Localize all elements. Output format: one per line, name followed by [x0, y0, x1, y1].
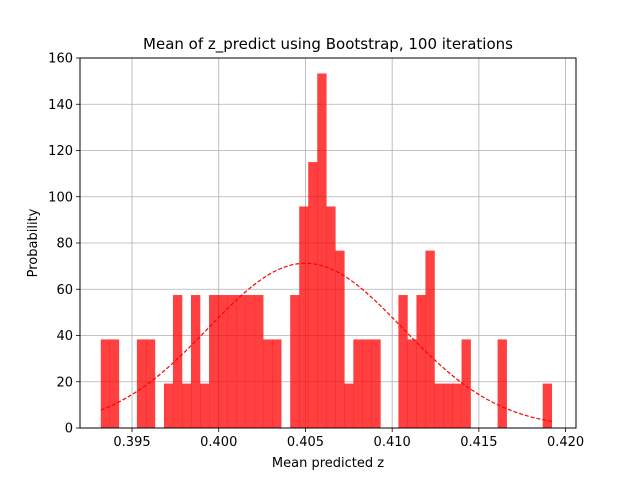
histogram-bar [109, 339, 120, 428]
y-axis-ticks: 0 20 40 60 80 100 120 140 160 [48, 52, 80, 437]
histogram-bar [209, 295, 219, 428]
histogram-bar [434, 383, 444, 428]
histogram-bar [163, 383, 174, 428]
x-axis-ticks: 0.395 0.400 0.405 0.410 0.415 0.420 [113, 428, 584, 450]
y-axis-title: Probability [26, 208, 41, 277]
histogram-bar [254, 295, 264, 428]
y-tick-label: 60 [56, 283, 73, 298]
histogram-bar [461, 339, 471, 428]
y-tick-label: 140 [48, 98, 73, 113]
histogram-bar [371, 339, 381, 428]
x-axis-title: Mean predicted z [272, 456, 384, 471]
histogram-bar [145, 339, 156, 428]
y-tick-label: 160 [48, 52, 73, 67]
histogram-bar [326, 206, 336, 428]
histogram-bar [172, 295, 183, 428]
x-tick-label: 0.420 [547, 435, 584, 450]
histogram-bar [398, 295, 408, 428]
y-tick-label: 40 [56, 329, 73, 344]
histogram-bar [344, 383, 354, 428]
x-tick-label: 0.410 [374, 435, 411, 450]
histogram-bar [190, 295, 201, 428]
x-tick-label: 0.400 [200, 435, 237, 450]
x-tick-label: 0.415 [460, 435, 497, 450]
histogram-bars [100, 73, 553, 429]
histogram-bar [353, 339, 363, 428]
histogram-bar [100, 339, 111, 428]
y-tick-label: 100 [48, 190, 73, 205]
histogram-bar [308, 162, 318, 428]
histogram-bar [272, 339, 282, 428]
histogram-bar [317, 73, 327, 429]
histogram-bar [227, 295, 237, 428]
histogram-bar [299, 206, 309, 428]
histogram-bar [335, 250, 345, 428]
histogram-bar [136, 339, 147, 428]
histogram-bar [218, 295, 228, 428]
plot-area [79, 57, 577, 429]
histogram-bar [452, 383, 462, 428]
histogram-bar [236, 295, 246, 428]
y-tick-label: 80 [56, 237, 73, 252]
histogram-bar [416, 295, 426, 428]
histogram-bar [542, 383, 553, 428]
y-tick-label: 120 [48, 144, 73, 159]
histogram-bar [290, 295, 300, 428]
x-tick-label: 0.405 [287, 435, 324, 450]
histogram-bar [497, 339, 507, 428]
y-tick-label: 0 [65, 422, 73, 437]
chart-title: Mean of z_predict using Bootstrap, 100 i… [143, 35, 513, 54]
histogram-bar [181, 383, 192, 428]
normal-fit-curve [100, 262, 552, 422]
histogram-bar [200, 383, 210, 428]
histogram-bar [245, 295, 255, 428]
histogram-bar [362, 339, 372, 428]
histogram-bar [425, 250, 435, 428]
histogram-bar [443, 383, 453, 428]
histogram-bar [263, 339, 273, 428]
y-tick-label: 20 [56, 375, 73, 390]
x-tick-label: 0.395 [113, 435, 150, 450]
histogram-bar [407, 339, 417, 428]
